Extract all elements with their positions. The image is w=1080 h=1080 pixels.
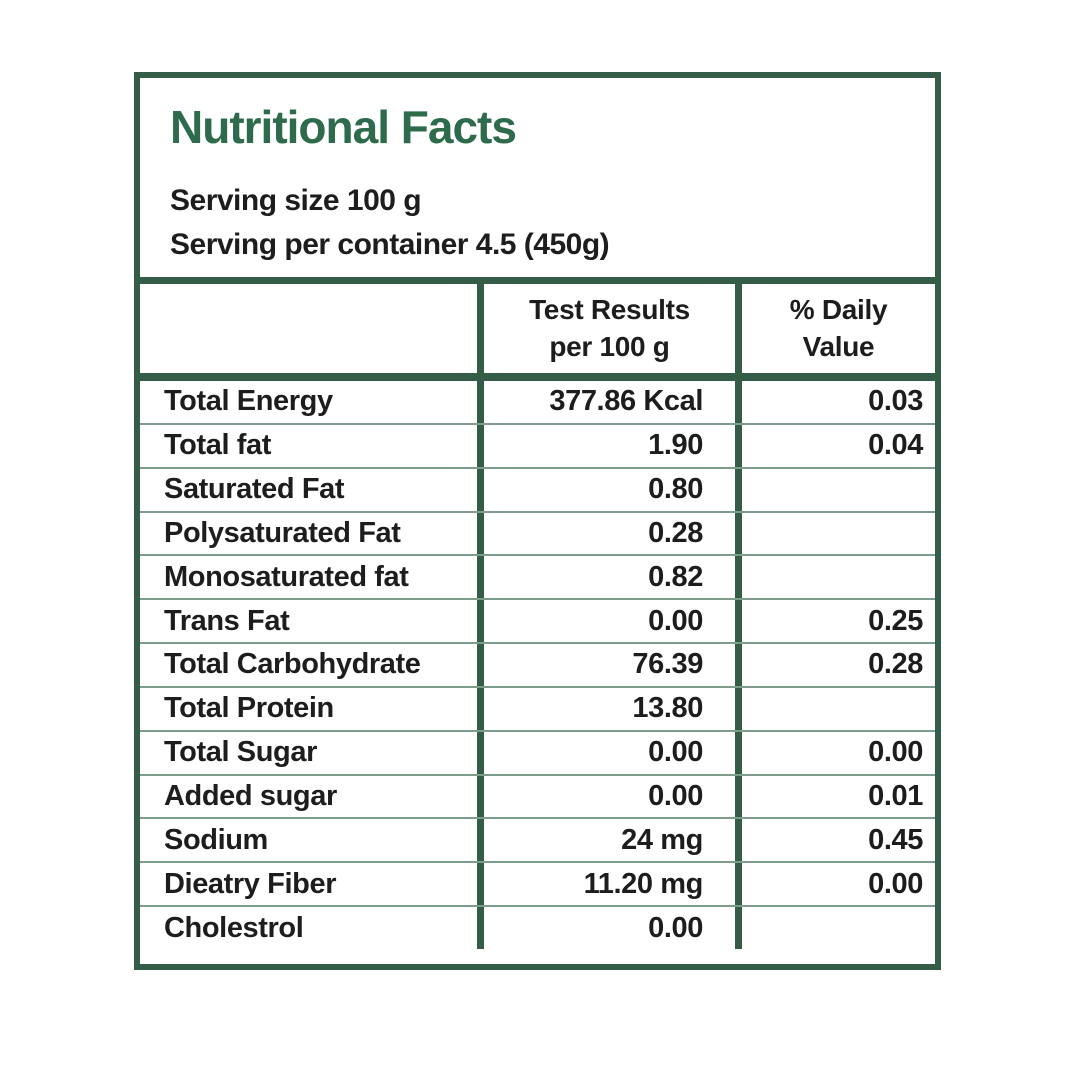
nutrient-test-result: 0.28 (484, 512, 742, 555)
table-row: Trans Fat 0.00 0.25 (140, 600, 935, 645)
header-test-results-line2: per 100 g (549, 330, 670, 362)
nutrient-test-result: 13.80 (484, 687, 742, 730)
header-daily-value-cell: % Daily Value (742, 284, 935, 373)
nutrient-name: Total Carbohydrate (140, 644, 484, 686)
table-row: Cholestrol 0.00 (140, 907, 935, 949)
serving-size-line: Serving size 100 g (170, 183, 422, 217)
table-row: Dieatry Fiber 11.20 mg 0.00 (140, 863, 935, 908)
nutrient-test-result: 0.00 (484, 775, 742, 818)
header-daily-value-line1: % Daily (789, 293, 888, 325)
label-title-section: Nutritional Facts Serving size 100 g Ser… (140, 78, 935, 284)
nutrient-test-result: 0.82 (484, 556, 742, 599)
table-row: Monosaturated fat 0.82 (140, 556, 935, 601)
nutrition-facts-label: Nutritional Facts Serving size 100 g Ser… (134, 72, 941, 970)
table-row: Total Carbohydrate 76.39 0.28 (140, 644, 935, 688)
table-row: Total fat 1.90 0.04 (140, 424, 935, 469)
nutrient-test-result: 0.00 (484, 600, 742, 643)
label-title: Nutritional Facts (170, 101, 517, 153)
table-row: Sodium 24 mg 0.45 (140, 819, 935, 864)
nutrient-name: Total Sugar (140, 731, 484, 774)
nutrient-name: Cholestrol (140, 907, 484, 949)
nutrient-test-result: 377.86 Kcal (484, 381, 742, 423)
header-nutrient-cell (140, 284, 484, 373)
nutrient-name: Dieatry Fiber (140, 863, 484, 906)
nutrient-name: Added sugar (140, 775, 484, 818)
nutrient-name: Saturated Fat (140, 468, 484, 511)
header-test-results-cell: Test Results per 100 g (484, 284, 742, 373)
nutrient-daily-value (742, 556, 935, 598)
nutrient-test-result: 0.00 (484, 907, 742, 949)
table-body: Total Energy 377.86 Kcal 0.03 Total fat … (140, 381, 935, 949)
table-header-row: Test Results per 100 g % Daily Value (140, 284, 935, 381)
nutrient-name: Polysaturated Fat (140, 512, 484, 555)
table-row: Total Protein 13.80 (140, 687, 935, 732)
nutrient-daily-value: 0.03 (868, 385, 923, 418)
nutrient-daily-value (742, 688, 935, 730)
nutrient-name: Total Energy (140, 381, 484, 423)
nutrient-name: Trans Fat (140, 600, 484, 643)
nutrient-daily-value: 0.28 (868, 648, 923, 681)
nutrient-test-result: 24 mg (484, 819, 742, 862)
nutrient-daily-value: 0.25 (868, 604, 923, 637)
nutrient-test-result: 11.20 mg (484, 863, 742, 906)
table-row: Saturated Fat 0.80 (140, 468, 935, 513)
nutrient-name: Total fat (140, 424, 484, 467)
nutrient-daily-value: 0.04 (868, 429, 923, 462)
header-test-results-line1: Test Results (529, 293, 690, 325)
table-row: Polysaturated Fat 0.28 (140, 512, 935, 557)
nutrient-test-result: 0.00 (484, 731, 742, 774)
nutrient-name: Total Protein (140, 687, 484, 730)
nutrient-daily-value (742, 469, 935, 511)
table-row: Total Sugar 0.00 0.00 (140, 731, 935, 776)
nutrient-daily-value: 0.45 (868, 823, 923, 856)
nutrient-test-result: 0.80 (484, 468, 742, 511)
serving-info: Serving size 100 g Serving per container… (170, 179, 905, 268)
nutrient-daily-value (742, 907, 935, 949)
nutrient-name: Monosaturated fat (140, 556, 484, 599)
nutrient-test-result: 76.39 (484, 644, 742, 686)
nutrient-daily-value: 0.00 (868, 736, 923, 769)
nutrient-daily-value: 0.01 (868, 780, 923, 813)
header-daily-value-line2: Value (802, 330, 875, 362)
table-row: Total Energy 377.86 Kcal 0.03 (140, 381, 935, 425)
nutrition-table: Test Results per 100 g % Daily Value Tot… (140, 284, 935, 949)
nutrient-test-result: 1.90 (484, 424, 742, 467)
nutrient-daily-value (742, 513, 935, 555)
nutrient-daily-value: 0.00 (868, 867, 923, 900)
table-row: Added sugar 0.00 0.01 (140, 775, 935, 820)
serving-per-container-line: Serving per container 4.5 (450g) (170, 227, 610, 261)
nutrient-name: Sodium (140, 819, 484, 862)
